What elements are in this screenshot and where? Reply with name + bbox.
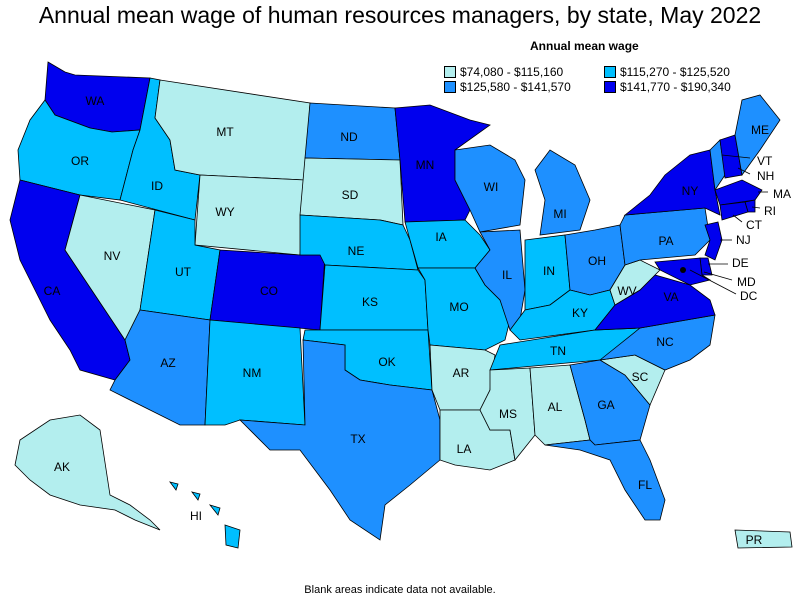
state-label-mt: MT xyxy=(216,125,234,139)
state-label-pa: PA xyxy=(658,234,673,248)
state-label-ne: NE xyxy=(348,244,365,258)
state-dc xyxy=(680,267,686,273)
state-label-hi: HI xyxy=(190,509,202,523)
state-label-il: IL xyxy=(502,268,512,282)
state-label-mn: MN xyxy=(416,158,435,172)
state-wi xyxy=(454,144,526,233)
state-pr xyxy=(734,529,793,549)
state-label-ga: GA xyxy=(597,398,614,412)
state-ak xyxy=(14,414,161,531)
state-label-nj: NJ xyxy=(736,233,751,247)
state-ct xyxy=(719,201,749,221)
state-ma xyxy=(714,179,763,206)
map-title: Annual mean wage of human resources mana… xyxy=(38,2,762,28)
legend-swatch xyxy=(604,66,616,78)
state-label-ct: CT xyxy=(746,218,763,232)
leader-line-nh xyxy=(737,167,751,175)
state-fl xyxy=(544,439,666,521)
legend-item-3: $125,580 - $141,570 xyxy=(444,80,571,94)
state-label-dc: DC xyxy=(740,289,758,303)
legend-swatch xyxy=(604,81,616,93)
state-label-ny: NY xyxy=(682,184,699,198)
legend-swatch xyxy=(444,81,456,93)
state-me xyxy=(734,94,781,177)
state-label-id: ID xyxy=(151,179,163,193)
state-label-nm: NM xyxy=(243,366,262,380)
legend-title: Annual mean wage xyxy=(530,39,639,53)
state-label-nv: NV xyxy=(104,249,121,263)
state-label-ak: AK xyxy=(54,460,70,474)
state-label-pr: PR xyxy=(746,533,763,547)
state-label-al: AL xyxy=(548,400,563,414)
state-ky xyxy=(509,289,616,341)
legend-label: $125,580 - $141,570 xyxy=(460,80,571,94)
state-label-az: AZ xyxy=(160,356,175,370)
state-label-va: VA xyxy=(663,290,678,304)
legend-label: $141,770 - $190,340 xyxy=(620,80,731,94)
state-label-ca: CA xyxy=(44,284,61,298)
state-ia xyxy=(404,219,491,269)
footnote: Blank areas indicate data not available. xyxy=(304,584,496,596)
state-label-ky: KY xyxy=(572,306,588,320)
state-label-ut: UT xyxy=(175,265,192,279)
state-nj xyxy=(704,221,723,261)
legend-label: $115,270 - $125,520 xyxy=(620,65,730,79)
state-label-ri: RI xyxy=(764,204,776,218)
state-label-wa: WA xyxy=(86,94,105,108)
state-label-md: MD xyxy=(737,275,756,289)
state-tx xyxy=(238,339,441,541)
state-mi xyxy=(534,149,591,236)
state-label-nd: ND xyxy=(340,130,358,144)
state-label-co: CO xyxy=(260,284,278,298)
legend-item-4: $141,770 - $190,340 xyxy=(604,80,731,94)
state-label-vt: VT xyxy=(757,154,773,168)
state-label-nc: NC xyxy=(656,335,674,349)
state-label-mo: MO xyxy=(449,300,468,314)
state-label-ks: KS xyxy=(362,295,378,309)
leader-line-vt xyxy=(721,154,751,159)
legend-item-1: $74,080 - $115,160 xyxy=(444,65,563,79)
state-label-wi: WI xyxy=(484,180,499,194)
leader-line-ct xyxy=(732,214,743,223)
state-label-ia: IA xyxy=(435,230,446,244)
state-label-nh: NH xyxy=(757,169,774,183)
state-hi xyxy=(169,481,241,549)
state-il xyxy=(474,229,526,331)
legend-item-2: $115,270 - $125,520 xyxy=(604,65,730,79)
state-label-la: LA xyxy=(457,442,472,456)
state-label-ok: OK xyxy=(378,355,395,369)
state-label-sd: SD xyxy=(342,188,359,202)
state-label-sc: SC xyxy=(632,370,649,384)
state-label-in: IN xyxy=(543,264,555,278)
state-label-de: DE xyxy=(732,256,749,270)
legend-swatch xyxy=(444,66,456,78)
leader-line-ri xyxy=(751,206,761,209)
state-label-tn: TN xyxy=(550,344,566,358)
state-label-ma: MA xyxy=(773,187,791,201)
state-label-mi: MI xyxy=(553,207,566,221)
leader-line-md xyxy=(703,271,733,281)
state-label-ms: MS xyxy=(499,407,517,421)
state-wy xyxy=(194,174,306,256)
state-label-ar: AR xyxy=(453,366,470,380)
state-label-wv: WV xyxy=(617,284,636,298)
leader-line-dc xyxy=(689,269,737,295)
state-ny xyxy=(623,149,721,216)
legend-label: $74,080 - $115,160 xyxy=(460,65,564,79)
state-label-oh: OH xyxy=(588,254,606,268)
state-label-me: ME xyxy=(751,123,769,137)
state-label-tx: TX xyxy=(350,432,365,446)
state-label-or: OR xyxy=(71,154,89,168)
state-label-fl: FL xyxy=(638,478,652,492)
state-label-wy: WY xyxy=(215,205,234,219)
